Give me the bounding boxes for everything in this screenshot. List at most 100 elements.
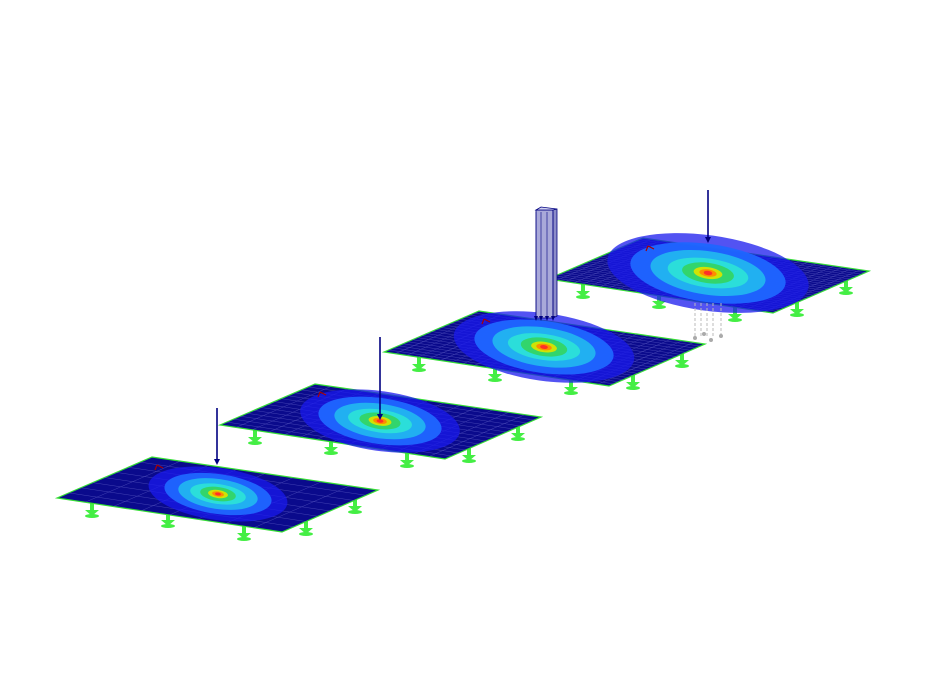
support-cone (299, 528, 313, 534)
support-icon (348, 498, 362, 514)
support-base (324, 451, 338, 455)
contour-band (540, 344, 548, 350)
support-cone (237, 533, 251, 539)
support-base (839, 291, 853, 295)
support-cone (248, 437, 262, 443)
support-post (353, 498, 357, 512)
support-post (680, 352, 684, 366)
support-base (348, 510, 362, 514)
mesh-line (428, 414, 525, 457)
ghost-column (693, 303, 723, 342)
arrow-head (377, 414, 383, 420)
load-arrow-icon (377, 337, 383, 420)
support-icon (728, 306, 742, 322)
plate-3 (381, 310, 708, 395)
support-post (417, 356, 421, 370)
support-post (516, 425, 520, 439)
support-base (161, 524, 175, 528)
support-cone (790, 309, 804, 315)
support-cone (324, 447, 338, 453)
support-base (400, 464, 414, 468)
column-arrow-head (534, 316, 538, 321)
support-post (844, 279, 848, 293)
support-cone (564, 387, 578, 393)
plate-4 (545, 190, 872, 322)
support-cone (728, 314, 742, 320)
arrow-head (214, 459, 220, 465)
support-icon (248, 429, 262, 445)
plates-group (54, 190, 872, 541)
support-base (237, 537, 251, 541)
support-base (511, 437, 525, 441)
support-post (90, 502, 94, 516)
support-cone (85, 510, 99, 516)
load-arrow-icon (214, 408, 220, 465)
support-cone (675, 360, 689, 366)
column-arrow-head (539, 316, 543, 321)
local-axis-icon (645, 245, 655, 252)
support-base (564, 391, 578, 395)
support-post (569, 379, 573, 393)
support-base (85, 514, 99, 518)
support-cone (626, 382, 640, 388)
column-load (534, 206, 558, 321)
support-post (733, 306, 737, 320)
mesh-line (597, 342, 694, 385)
plate-1 (54, 408, 381, 541)
support-cone (462, 455, 476, 461)
support-icon (161, 512, 175, 528)
support-icon (299, 520, 313, 536)
support-cone (488, 374, 502, 380)
support-icon (85, 502, 99, 518)
support-icon (675, 352, 689, 368)
support-post (329, 439, 333, 453)
support-base (790, 313, 804, 317)
arrow-head (705, 237, 711, 243)
local-axis-icon (481, 318, 491, 325)
support-post (467, 447, 471, 461)
support-base (675, 364, 689, 368)
support-base (299, 532, 313, 536)
support-post (631, 374, 635, 388)
support-base (462, 459, 476, 463)
support-cone (839, 287, 853, 293)
plate-2 (217, 337, 544, 468)
support-icon (564, 379, 578, 395)
support-icon (237, 525, 251, 541)
support-cone (161, 520, 175, 526)
support-icon (412, 356, 426, 372)
support-base (488, 378, 502, 382)
support-cone (576, 291, 590, 297)
column-arrow-head (545, 316, 549, 321)
support-cone (412, 364, 426, 370)
support-cone (511, 433, 525, 439)
support-base (728, 318, 742, 322)
stress-contours (148, 466, 288, 522)
mesh-line (253, 485, 350, 528)
ghost-node (719, 334, 723, 338)
support-post (795, 301, 799, 315)
support-base (248, 441, 262, 445)
stress-contours (453, 311, 635, 383)
support-post (304, 520, 308, 534)
contour-band (376, 419, 384, 423)
support-icon (462, 447, 476, 463)
support-base (652, 305, 666, 309)
support-post (581, 283, 585, 297)
support-icon (790, 301, 804, 317)
support-icon (839, 279, 853, 295)
ghost-node (702, 332, 706, 336)
support-cone (652, 301, 666, 307)
support-cone (348, 506, 362, 512)
stress-contours (607, 233, 809, 313)
support-base (412, 368, 426, 372)
column-face (535, 209, 554, 319)
support-base (576, 295, 590, 299)
ghost-node (693, 336, 697, 340)
ghost-node (709, 338, 713, 342)
support-post (253, 429, 257, 443)
support-icon (626, 374, 640, 390)
support-post (405, 452, 409, 466)
load-arrow-icon (705, 190, 711, 243)
